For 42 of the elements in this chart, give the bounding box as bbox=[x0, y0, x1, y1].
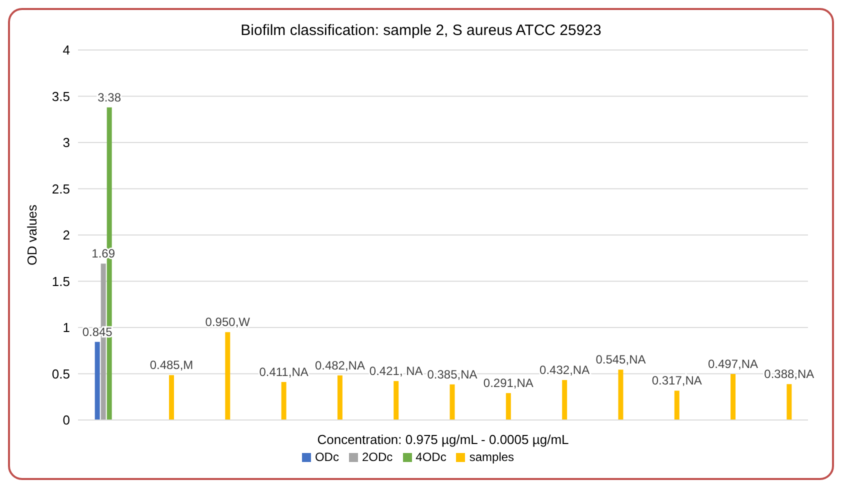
y-tick-label: 4 bbox=[62, 42, 70, 58]
data-label: 0.485,M bbox=[150, 358, 194, 372]
data-label: 0.482,NA bbox=[314, 358, 365, 372]
y-axis-title: OD values bbox=[24, 204, 40, 266]
y-tick-label: 0.5 bbox=[52, 366, 70, 382]
bar bbox=[786, 384, 792, 420]
y-tick-label: 1.5 bbox=[52, 274, 70, 289]
y-tick-label: 2 bbox=[62, 228, 70, 243]
y-tick-label: 1 bbox=[62, 320, 70, 336]
data-label: 0.950,W bbox=[205, 315, 251, 330]
y-tick-label: 3 bbox=[62, 135, 70, 150]
data-label: 0.411,NA bbox=[259, 364, 308, 379]
data-label: 0.421, NA bbox=[369, 364, 423, 378]
bar bbox=[506, 393, 511, 420]
bar bbox=[281, 382, 286, 420]
bar bbox=[337, 375, 342, 420]
bar bbox=[450, 384, 455, 420]
bar bbox=[562, 380, 568, 420]
data-label: 0.388,NA bbox=[764, 367, 814, 382]
legend-label: samples bbox=[469, 450, 514, 464]
bar bbox=[94, 342, 100, 420]
y-tick-label: 2.5 bbox=[52, 181, 70, 196]
data-label: 0.432,NA bbox=[540, 363, 590, 378]
bar bbox=[169, 375, 174, 420]
bar bbox=[674, 390, 680, 420]
y-tick-label: 3.5 bbox=[52, 88, 70, 104]
data-label: 0.385,NA bbox=[427, 367, 478, 382]
data-label: 3.38 bbox=[98, 90, 122, 104]
legend-label: 2ODc bbox=[362, 450, 393, 464]
bar bbox=[618, 370, 624, 420]
x-axis-title: Concentration: 0.975 µg/mL - 0.0005 µg/mL bbox=[317, 432, 569, 447]
bar bbox=[394, 381, 399, 420]
data-label: 0.317,NA bbox=[652, 374, 702, 388]
y-tick-label: 0 bbox=[62, 412, 70, 428]
chart-title: Biofilm classification: sample 2, S aureus ATCC 25923 bbox=[240, 22, 602, 39]
legend-label: ODc bbox=[314, 450, 339, 464]
data-label: 0.545,NA bbox=[596, 352, 646, 367]
legend-label: 4ODc bbox=[416, 450, 446, 464]
data-label: 0.497,NA bbox=[708, 357, 758, 372]
data-label: 0.291,NA bbox=[483, 376, 534, 390]
bar bbox=[225, 332, 230, 420]
bar bbox=[730, 374, 736, 420]
